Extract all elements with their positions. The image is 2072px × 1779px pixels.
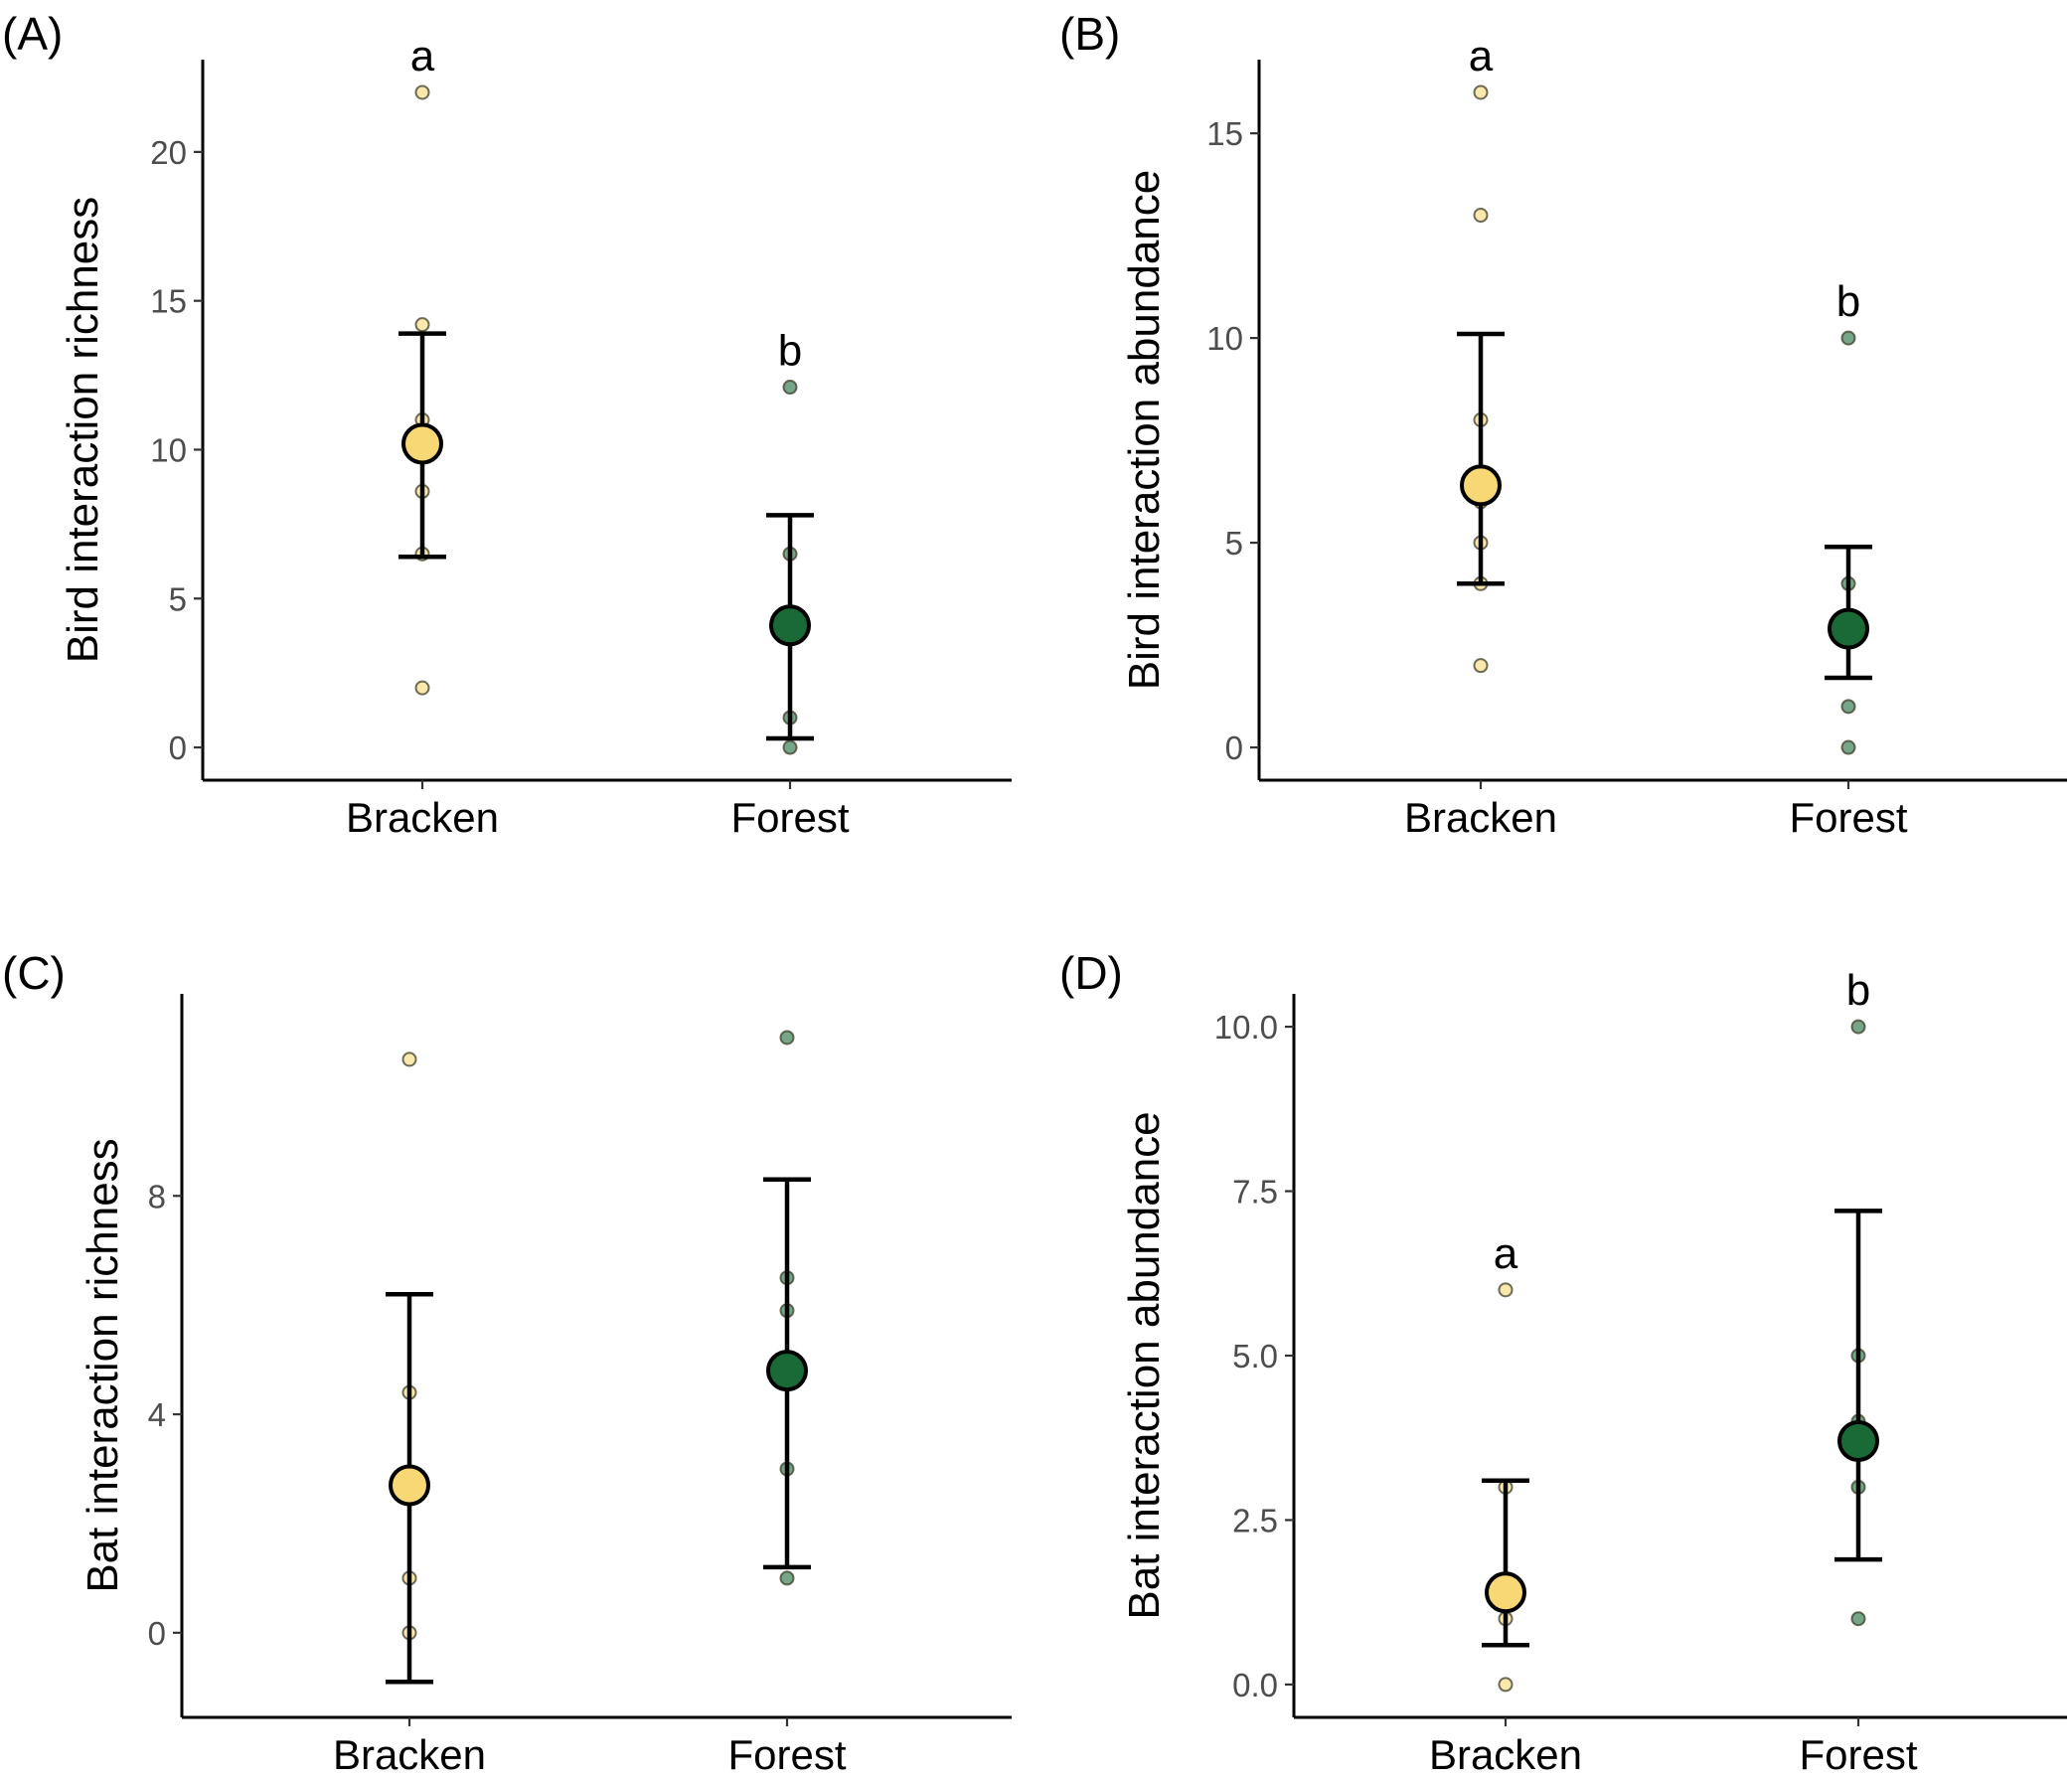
mean-point: [1460, 464, 1502, 507]
data-point: [1498, 1282, 1514, 1298]
data-point: [1498, 1677, 1514, 1693]
panel-d: (D) Bat interaction abundance 0.0 2.5 5.0 7.5…: [1059, 947, 2067, 1778]
x-tick-label: Bracken: [1404, 794, 1557, 841]
series-forest: b: [1825, 277, 1872, 755]
series-forest: b: [766, 327, 814, 755]
mean-point: [389, 1464, 430, 1507]
series-bracken: a: [1482, 1229, 1529, 1693]
y-tick-label: 10: [150, 431, 187, 468]
mean-point: [1828, 607, 1869, 650]
series-bracken: [386, 1051, 433, 1685]
x-tick-label: Forest: [1789, 794, 1907, 841]
x-tick-label: Bracken: [1429, 1731, 1582, 1778]
y-tick-label: 0: [169, 729, 187, 766]
data-point: [779, 1030, 795, 1046]
x-tick-label: Forest: [727, 1731, 846, 1778]
y-tick-label: 20: [150, 134, 187, 171]
data-point: [1840, 699, 1856, 715]
data-point: [1840, 330, 1856, 346]
data-point: [1840, 739, 1856, 755]
y-tick-label: 0: [1225, 729, 1243, 766]
significance-letter: b: [1836, 277, 1860, 326]
y-tick-label: 0.0: [1232, 1667, 1278, 1703]
significance-letter: a: [410, 32, 435, 81]
y-axis-label: Bat interaction richness: [79, 1138, 127, 1592]
panel-label: (B): [1059, 8, 1120, 60]
data-point: [414, 317, 430, 333]
panel-label: (C): [2, 947, 66, 999]
y-tick-label: 7.5: [1232, 1174, 1278, 1211]
y-tick-label: 10.0: [1214, 1009, 1278, 1046]
panel-label: (A): [2, 8, 63, 60]
y-tick-label: 15: [150, 283, 187, 320]
significance-letter: a: [1494, 1229, 1518, 1278]
panel-c: (C) Bat interaction richness 0 4 8 Bracken For…: [2, 947, 1012, 1778]
data-point: [782, 380, 798, 396]
significance-letter: a: [1469, 32, 1494, 81]
data-point: [414, 84, 430, 100]
mean-point: [769, 604, 811, 647]
data-point: [779, 1570, 795, 1586]
mean-point: [401, 422, 443, 465]
y-tick-label: 5: [169, 580, 187, 617]
x-tick-label: Forest: [1799, 1731, 1917, 1778]
data-point: [1850, 1019, 1866, 1035]
series-bracken: a: [398, 32, 446, 696]
data-point: [414, 680, 430, 696]
y-axis-label: Bird interaction richness: [59, 197, 107, 664]
panel-a: (A) Bird interaction richness 0 5 10 15 20 Brac…: [2, 8, 1012, 841]
series-forest: b: [1834, 966, 1882, 1627]
series-bracken: a: [1457, 32, 1505, 674]
x-tick-label: Bracken: [346, 794, 499, 841]
data-point: [782, 739, 798, 755]
panel-b: (B) Bird interaction abundance 0 5 10 15 Brack…: [1059, 8, 2067, 841]
y-tick-label: 5.0: [1232, 1338, 1278, 1375]
y-tick-label: 5: [1225, 525, 1243, 562]
series-forest: [763, 1030, 811, 1586]
y-tick-label: 10: [1206, 320, 1243, 357]
x-tick-label: Forest: [730, 794, 849, 841]
significance-letter: b: [1846, 966, 1870, 1015]
y-tick-label: 4: [148, 1396, 166, 1433]
y-tick-label: 8: [148, 1178, 166, 1214]
y-tick-label: 15: [1206, 115, 1243, 152]
data-point: [1473, 84, 1489, 100]
data-point: [1850, 1611, 1866, 1627]
mean-point: [1837, 1420, 1879, 1463]
mean-point: [766, 1350, 808, 1392]
data-point: [1473, 658, 1489, 674]
y-tick-label: 2.5: [1232, 1502, 1278, 1538]
mean-point: [1485, 1571, 1526, 1614]
y-axis-label: Bird interaction abundance: [1120, 170, 1169, 690]
data-point: [1473, 208, 1489, 224]
significance-letter: b: [778, 327, 802, 376]
data-point: [401, 1051, 417, 1067]
y-axis-label: Bat interaction abundance: [1120, 1111, 1169, 1619]
panel-label: (D): [1059, 947, 1123, 999]
y-tick-label: 0: [148, 1615, 166, 1652]
x-tick-label: Bracken: [333, 1731, 486, 1778]
